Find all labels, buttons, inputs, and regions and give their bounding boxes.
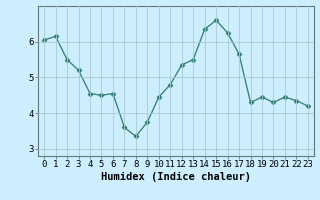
X-axis label: Humidex (Indice chaleur): Humidex (Indice chaleur) [101, 172, 251, 182]
